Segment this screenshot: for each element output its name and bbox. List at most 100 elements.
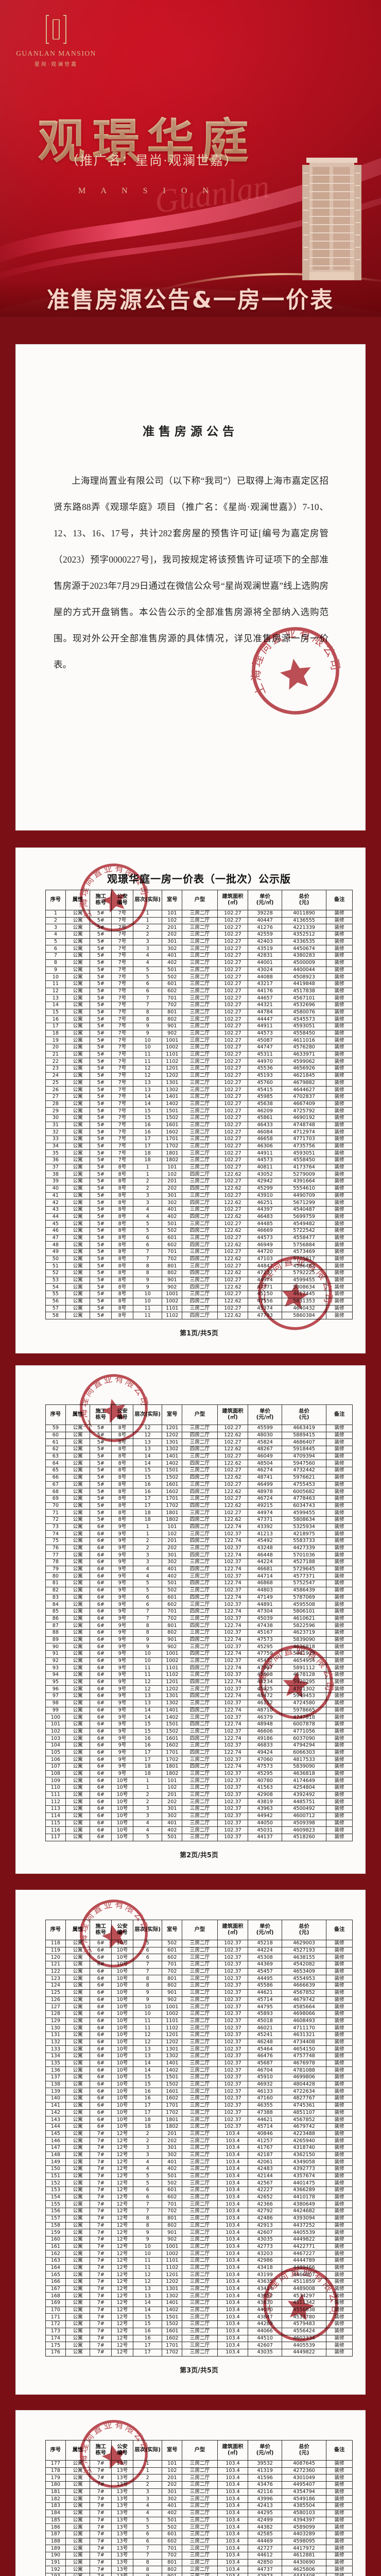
table-cell: 83 — [45, 1594, 66, 1602]
table-cell: 16 — [45, 1015, 66, 1023]
table-cell: 43635 — [248, 2278, 282, 2286]
table-cell: 4722634 — [281, 2088, 327, 2096]
table-cell: 装修 — [326, 1121, 353, 1129]
table-cell: 45714 — [248, 1996, 282, 2004]
table-cell: 7 — [132, 2208, 163, 2215]
table-cell: 10号 — [111, 1946, 133, 1955]
table-cell: 6 — [132, 1594, 163, 1602]
table-cell: 103.4 — [217, 2285, 249, 2293]
table-cell: 102.27 — [217, 973, 249, 981]
table-cell: 16 — [132, 2334, 163, 2343]
table-cell: 7号 — [111, 1029, 133, 1038]
table-cell: 301 — [162, 1551, 183, 1560]
table-row: 103 公寓 6# 9号 16 1601 四房二厅 122.74 49186 6037090 装修 — [45, 1735, 353, 1742]
table-cell: 装修 — [326, 2243, 353, 2251]
table-cell: 1001 — [162, 1650, 183, 1658]
table-cell: 5# — [90, 1446, 112, 1453]
table-cell: 10号 — [111, 2003, 133, 2011]
table-cell: 90 — [45, 1643, 66, 1651]
table-cell: 6# — [90, 1622, 112, 1630]
table-cell: 9号 — [111, 1741, 133, 1750]
table-cell: 7号 — [111, 1065, 133, 1073]
table-row: 175 公寓 7# 12号 17 1701 三房二厅 103.4 42607 4405539 装修 — [45, 2342, 353, 2349]
column-header: 施工 栋号 — [90, 1920, 112, 1940]
table-cell: 45218 — [248, 1940, 282, 1947]
table-cell: 公寓 — [65, 945, 91, 953]
table-cell: 装修 — [326, 1079, 353, 1087]
table-cell: 公寓 — [65, 1262, 91, 1270]
table-cell: 45241 — [248, 2031, 282, 2039]
table-cell: 7# — [90, 2537, 112, 2546]
table-cell: 702 — [162, 1968, 183, 1976]
column-header: 户型 — [182, 890, 218, 910]
table-cell: 6# — [90, 1741, 112, 1750]
table-cell: 5822596 — [281, 1622, 327, 1630]
table-cell: 三房二厅 — [182, 1114, 218, 1122]
table-cell: 102.27 — [217, 1107, 249, 1115]
table-cell: 装修 — [326, 1580, 353, 1587]
table-cell: 42483 — [248, 2165, 282, 2173]
table-cell: 装修 — [326, 1023, 353, 1030]
table-cell: 33 — [45, 1136, 66, 1143]
table-cell: 四房二厅 — [182, 1241, 218, 1249]
table-cell: 装修 — [326, 1199, 353, 1207]
price-table-page-3: 序号 属性 施工 栋号 公安 编号 层次(实际) 室号 户型 建筑面积 (㎡) 单价 (元/㎡)… — [15, 1890, 366, 2395]
table-cell: 401 — [162, 1565, 183, 1573]
table-cell: 6# — [90, 1826, 112, 1834]
table-cell: 7号 — [111, 1149, 133, 1158]
table-cell: 公寓 — [65, 1650, 91, 1658]
table-cell: 5# — [90, 1050, 112, 1059]
table-cell: 5# — [90, 1460, 112, 1468]
table-row: 15 公寓 5# 7号 8 801 三房二厅 102.27 44784 4580076 装修 — [45, 1008, 353, 1016]
table-cell: 5752547 — [281, 1580, 327, 1587]
table-cell: 1802 — [162, 1770, 183, 1778]
table-cell: 102.27 — [217, 924, 249, 932]
table-cell: 7 — [132, 1968, 163, 1976]
table-cell: 4272360 — [281, 2467, 327, 2475]
table-row: 163 公寓 7# 12号 11 1101 三房二厅 103.4 42986 4444789 装修 — [45, 2257, 353, 2265]
table-cell: 四房二厅 — [182, 1763, 218, 1771]
table-row: 10 公寓 5# 7号 5 502 三房二厅 102.27 44088 4508923 装修 — [45, 973, 353, 981]
table-cell: 1102 — [162, 1671, 183, 1679]
table-cell: 6# — [90, 1601, 112, 1608]
table-cell: 1702 — [162, 2348, 183, 2357]
table-cell: 103.4 — [217, 2488, 249, 2496]
table-cell: 1301 — [162, 1438, 183, 1447]
table-cell: 公寓 — [65, 2208, 91, 2215]
table-cell: 5729645 — [281, 1565, 327, 1573]
table-cell: 45311 — [248, 1050, 282, 1059]
table-cell: 7# — [90, 2158, 112, 2166]
table-cell: 1101 — [162, 1664, 183, 1672]
table-cell: 602 — [162, 2193, 183, 2201]
table-cell: 44784 — [248, 1008, 282, 1016]
table-cell: 45031 — [248, 1826, 282, 1834]
table-cell: 102.27 — [217, 1001, 249, 1009]
table-cell: 装修 — [326, 2080, 353, 2089]
table-cell: 5# — [90, 1234, 112, 1242]
table-cell: 1 — [132, 910, 163, 918]
table-cell: 公寓 — [65, 2537, 91, 2546]
table-row: 63 公寓 5# 8号 14 1401 三房二厅 102.27 46049 4709394 装修 — [45, 1452, 353, 1461]
table-cell: 5 — [132, 966, 163, 974]
table-cell: 43217 — [248, 980, 282, 988]
table-cell: 102.37 — [217, 2003, 249, 2011]
table-cell: 47237 — [248, 1269, 282, 1277]
table-cell: 2 — [45, 917, 66, 925]
table-cell: 1 — [132, 1171, 163, 1179]
table-cell: 6 — [132, 1946, 163, 1955]
table-cell: 41213 — [248, 1530, 282, 1538]
table-cell: 公寓 — [65, 1128, 91, 1136]
table-row: 62 公寓 5# 8号 13 1302 四房二厅 122.62 48267 5918445 装修 — [45, 1446, 353, 1453]
table-cell: 12号 — [111, 2313, 133, 2321]
table-cell: 三房二厅 — [182, 1079, 218, 1087]
table-cell: 4532696 — [281, 1001, 327, 1009]
table-cell: 41767 — [248, 2144, 282, 2152]
table-cell: 4500009 — [281, 959, 327, 967]
table-cell: 47388 — [248, 2109, 282, 2117]
table-row: 114 公寓 6# 10号 3 302 三房二厅 102.37 44942 4600712 装修 — [45, 1812, 353, 1820]
table-cell: 三房二厅 — [182, 1685, 218, 1693]
table-cell: 10号 — [111, 1968, 133, 1976]
table-cell: 102.37 — [217, 2031, 249, 2039]
table-header-row: 序号 属性 施工 栋号 公安 编号 层次(实际) 室号 户型 建筑面积 (㎡) 单价 (元/㎡)… — [45, 1404, 353, 1425]
table-cell: 公寓 — [65, 1594, 91, 1602]
